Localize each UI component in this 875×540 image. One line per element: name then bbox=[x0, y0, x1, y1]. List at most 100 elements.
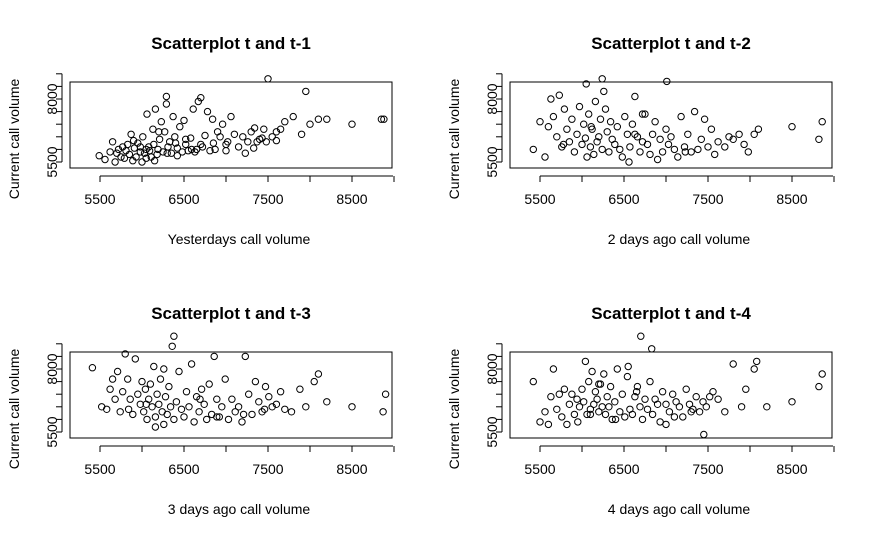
data-point bbox=[611, 398, 619, 406]
data-point bbox=[250, 124, 259, 132]
data-point bbox=[674, 153, 682, 161]
data-point bbox=[261, 382, 270, 391]
data-point bbox=[595, 408, 603, 416]
data-point bbox=[582, 80, 590, 88]
data-point bbox=[314, 115, 323, 123]
data-point bbox=[222, 140, 230, 149]
data-point bbox=[583, 153, 591, 161]
data-point bbox=[626, 143, 634, 151]
data-point bbox=[565, 138, 574, 146]
data-point bbox=[258, 134, 266, 142]
x-axis-label: 2 days ago call volume bbox=[608, 231, 751, 247]
data-point bbox=[306, 120, 314, 128]
data-point bbox=[182, 140, 190, 149]
data-point bbox=[88, 364, 97, 372]
data-point bbox=[177, 405, 186, 413]
data-point bbox=[127, 130, 135, 139]
data-point bbox=[709, 388, 717, 396]
data-point bbox=[131, 355, 140, 363]
data-point bbox=[111, 395, 119, 403]
data-point bbox=[195, 408, 203, 416]
x-tick-label: 5500 bbox=[524, 191, 555, 207]
data-point bbox=[146, 380, 155, 388]
plot-frame bbox=[509, 351, 833, 439]
x-tick-label: 6500 bbox=[608, 191, 639, 207]
data-point bbox=[155, 128, 163, 136]
data-point bbox=[176, 123, 184, 131]
scatter-panel-3: Scatterplot t and t-3 5500 6500 7500 8500 550… bbox=[6, 304, 395, 517]
data-point bbox=[583, 410, 591, 419]
data-point bbox=[185, 403, 193, 411]
data-point bbox=[111, 158, 119, 166]
data-point bbox=[680, 143, 689, 151]
data-point bbox=[224, 415, 233, 424]
data-point bbox=[636, 148, 644, 156]
data-point bbox=[558, 413, 566, 421]
data-point bbox=[541, 408, 549, 416]
data-point bbox=[106, 148, 114, 156]
data-point bbox=[662, 125, 670, 133]
plot-frame bbox=[69, 351, 393, 439]
data-point bbox=[260, 125, 268, 133]
data-point bbox=[570, 410, 579, 419]
data-point bbox=[628, 410, 637, 419]
data-point bbox=[586, 143, 595, 151]
data-point bbox=[672, 398, 680, 406]
data-point bbox=[591, 97, 600, 106]
data-point bbox=[679, 413, 687, 421]
data-point bbox=[228, 395, 236, 403]
data-point bbox=[113, 149, 121, 157]
panel-title: Scatterplot t and t-1 bbox=[151, 34, 311, 53]
data-point bbox=[815, 135, 823, 144]
data-point bbox=[621, 112, 629, 121]
data-point bbox=[547, 95, 555, 103]
data-point bbox=[744, 148, 752, 156]
data-point bbox=[646, 377, 654, 386]
data-point bbox=[611, 415, 620, 424]
data-point bbox=[636, 403, 644, 411]
data-point bbox=[265, 393, 273, 401]
data-point bbox=[685, 400, 694, 408]
data-point bbox=[155, 135, 164, 144]
data-point bbox=[121, 350, 129, 358]
data-point bbox=[218, 403, 226, 411]
data-point bbox=[258, 408, 266, 416]
data-point bbox=[302, 403, 310, 411]
data-point bbox=[555, 91, 563, 99]
x-tick-label: 7500 bbox=[252, 461, 283, 477]
data-point bbox=[704, 143, 712, 151]
data-point bbox=[272, 400, 281, 408]
data-point bbox=[788, 398, 796, 406]
data-point bbox=[653, 400, 662, 408]
data-point bbox=[711, 150, 719, 159]
data-point bbox=[101, 155, 109, 164]
data-point bbox=[613, 123, 621, 131]
data-point bbox=[348, 403, 356, 411]
data-point bbox=[667, 133, 675, 141]
data-point bbox=[586, 405, 595, 413]
data-point bbox=[129, 410, 137, 419]
data-point bbox=[536, 418, 544, 426]
x-tick-label: 8500 bbox=[776, 461, 807, 477]
data-point bbox=[663, 77, 671, 86]
data-point bbox=[590, 150, 598, 159]
data-point bbox=[692, 393, 700, 401]
x-tick-label: 5500 bbox=[524, 461, 555, 477]
data-point bbox=[633, 382, 642, 391]
data-point bbox=[262, 138, 270, 146]
y-tick-label: 5500 bbox=[484, 146, 500, 177]
data-point bbox=[381, 390, 390, 398]
data-point bbox=[268, 133, 276, 141]
data-point bbox=[169, 112, 177, 121]
data-point bbox=[348, 120, 356, 128]
data-point bbox=[529, 377, 537, 386]
data-point bbox=[297, 130, 306, 139]
data-point bbox=[281, 118, 289, 126]
data-point bbox=[151, 105, 160, 113]
data-point bbox=[742, 385, 750, 393]
data-point bbox=[815, 382, 823, 391]
data-point bbox=[729, 135, 737, 144]
data-point bbox=[218, 120, 227, 128]
data-point bbox=[250, 144, 258, 152]
data-point bbox=[163, 149, 171, 157]
